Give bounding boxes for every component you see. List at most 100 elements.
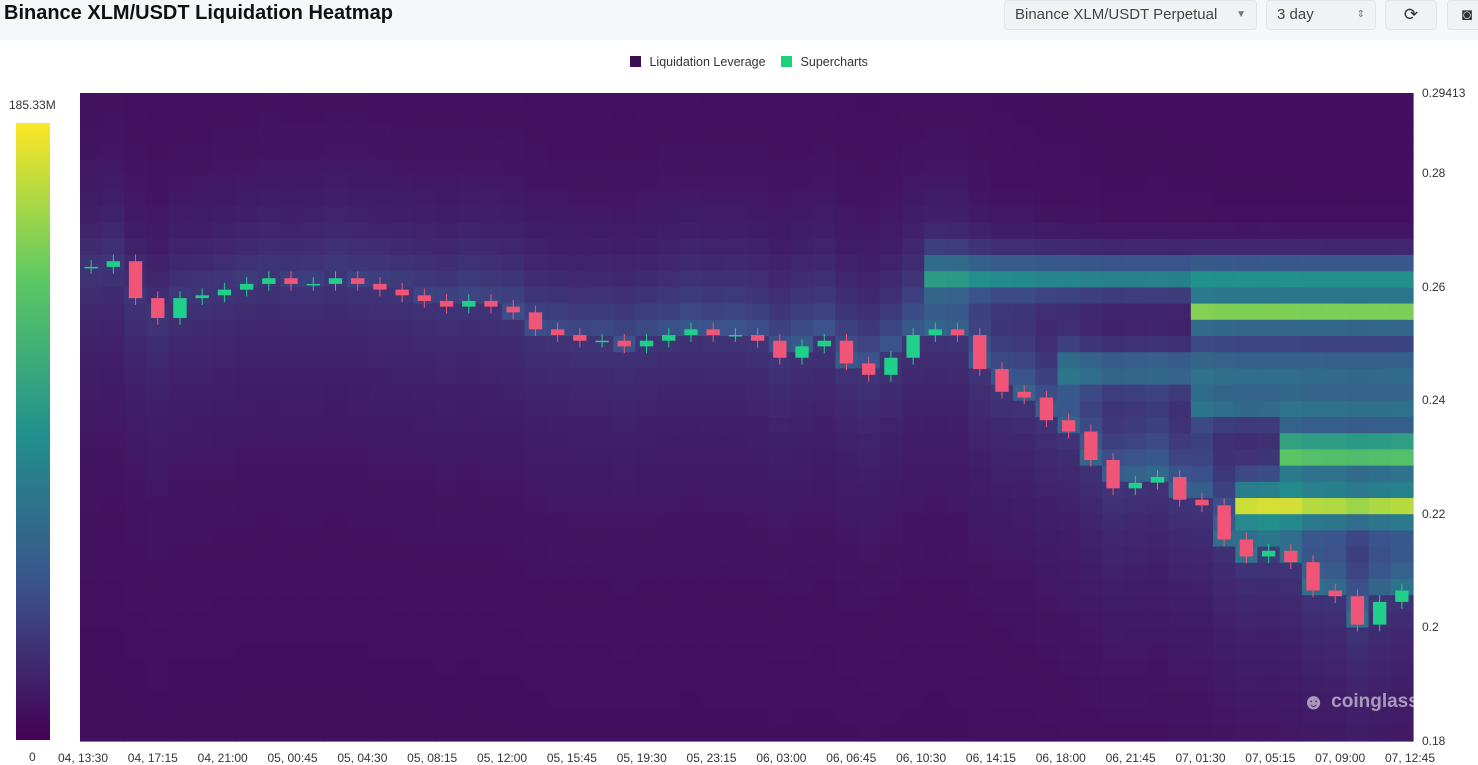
heatmap-cell <box>768 109 792 126</box>
heatmap-cell <box>1235 222 1259 240</box>
heatmap-cell <box>924 514 948 531</box>
heatmap-cell <box>657 303 681 321</box>
heatmap-cell <box>302 141 325 159</box>
heatmap-cell <box>813 433 836 450</box>
heatmap-cell <box>1013 498 1036 515</box>
heatmap-cell <box>1257 271 1281 288</box>
heatmap-cell <box>302 579 325 596</box>
heatmap-cell <box>1168 660 1192 677</box>
heatmap-cell <box>1257 222 1281 240</box>
heatmap-cell <box>702 579 725 596</box>
refresh-button[interactable]: ⟳ <box>1385 0 1437 30</box>
heatmap-cell <box>657 109 681 126</box>
heatmap-cell <box>568 174 592 191</box>
heatmap-cell <box>1390 319 1414 337</box>
heatmap-cell <box>1101 643 1125 661</box>
heatmap-cell <box>702 498 725 515</box>
heatmap-cell <box>1190 643 1214 661</box>
heatmap-cell <box>1235 595 1259 612</box>
heatmap-cell <box>657 417 681 434</box>
heatmap-cell <box>168 157 192 175</box>
heatmap-cell <box>679 417 703 434</box>
heatmap-cell <box>924 498 948 515</box>
heatmap-cell <box>1301 660 1325 677</box>
heatmap-cell <box>457 676 481 693</box>
heatmap-cell <box>590 417 614 434</box>
heatmap-cell <box>590 692 614 710</box>
heatmap-cell <box>168 255 192 272</box>
legend-item-supercharts[interactable]: Supercharts <box>781 55 868 69</box>
heatmap-cell <box>835 595 859 612</box>
heatmap-cell <box>768 627 792 645</box>
heatmap-cell <box>1190 660 1214 677</box>
heatmap-cell <box>235 530 259 548</box>
heatmap-cell <box>568 708 592 726</box>
heatmap-cell <box>568 190 592 207</box>
heatmap-cell <box>457 336 481 353</box>
heatmap-cell <box>1168 141 1192 159</box>
heatmap-cell <box>1057 336 1081 353</box>
heatmap-cell <box>813 643 836 661</box>
heatmap-cell <box>102 109 126 126</box>
heatmap-cell <box>413 530 437 548</box>
x-tick-label: 05, 15:45 <box>546 751 597 765</box>
heatmap-cell <box>1101 660 1125 677</box>
heatmap-cell <box>590 562 614 580</box>
heatmap-cell <box>146 595 170 612</box>
heatmap-cell <box>324 141 348 159</box>
heatmap-cell <box>168 449 192 467</box>
heatmap-cell <box>213 660 237 677</box>
heatmap-cell <box>724 157 748 175</box>
heatmap-cell <box>124 400 148 418</box>
heatmap-cell <box>413 336 437 353</box>
candle-body <box>128 261 143 299</box>
heatmap-cell <box>879 433 903 450</box>
heatmap-cell <box>146 627 170 645</box>
heatmap-cell <box>102 319 126 337</box>
heatmap-cell <box>1057 611 1081 629</box>
candle-body <box>262 278 276 284</box>
heatmap-cell <box>235 449 259 467</box>
heatmap-cell <box>946 206 970 224</box>
heatmap-cell <box>746 643 770 661</box>
heatmap-cell <box>790 595 814 612</box>
camera-button[interactable]: ◙ <box>1447 0 1478 30</box>
heatmap-cell <box>657 400 681 418</box>
heatmap-cell <box>724 271 748 288</box>
heatmap-cell <box>546 368 570 386</box>
heatmap-cell <box>1279 93 1303 110</box>
heatmap-cell <box>213 498 237 515</box>
heatmap-cell <box>257 417 281 434</box>
heatmap-cell <box>1146 400 1170 418</box>
heatmap-cell <box>102 206 126 224</box>
heatmap-cell <box>1235 433 1259 450</box>
heatmap-cell <box>124 611 148 629</box>
heatmap-cell <box>457 400 481 418</box>
heatmap-cell <box>257 546 281 564</box>
heatmap-cell <box>80 562 103 580</box>
heatmap-cell <box>502 93 525 110</box>
heatmap-cell <box>835 546 859 564</box>
heatmap-cell <box>679 336 703 353</box>
heatmap-cell <box>413 174 437 191</box>
heatmap-cell <box>546 336 570 353</box>
symbol-select[interactable]: Binance XLM/USDT Perpetual ▼ <box>1004 0 1257 30</box>
heatmap-cell <box>1368 417 1392 434</box>
heatmap-cell <box>1124 255 1147 272</box>
heatmap-cell <box>746 660 770 677</box>
heatmap-cell <box>479 271 503 288</box>
heatmap-cell <box>724 498 748 515</box>
heatmap-cell <box>191 595 214 612</box>
heatmap-cell <box>968 546 992 564</box>
range-select[interactable]: 3 day ⇕ <box>1266 0 1376 30</box>
candle-body <box>1173 476 1187 500</box>
heatmap-cell <box>302 546 325 564</box>
legend-item-liquidation-leverage[interactable]: Liquidation Leverage <box>630 55 766 69</box>
heatmap-cell <box>1057 579 1081 596</box>
heatmap-cell <box>1368 319 1392 337</box>
heatmap-cell <box>746 595 770 612</box>
heatmap-cell <box>990 125 1014 143</box>
heatmap-cell <box>857 319 881 337</box>
heatmap-cell <box>146 190 170 207</box>
